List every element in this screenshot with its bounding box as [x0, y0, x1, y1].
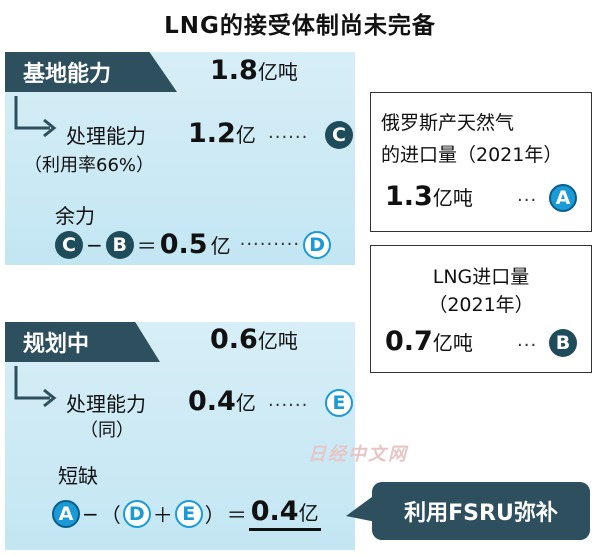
- fsru-callout: 利用FSRU弥补: [372, 482, 590, 540]
- chart-title: LNG的接受体制尚未完备: [164, 13, 436, 39]
- shortage-marker-e: E: [174, 499, 203, 528]
- lng-import-title-2: （2021年）: [428, 294, 534, 316]
- shortage-marker-d: D: [122, 499, 151, 528]
- shortage-plus: ＋: [152, 503, 173, 527]
- shortage-open-paren: （: [100, 503, 121, 527]
- shortage-close-paren: ）: [204, 503, 225, 527]
- base-processing-note: （利用率66%）: [24, 155, 155, 176]
- marker-a: A: [549, 184, 577, 212]
- planned-processing-dots: ······: [268, 395, 309, 416]
- shortage-unit: 亿: [298, 501, 319, 525]
- base-processing-label: 处理能力: [66, 124, 146, 148]
- russia-import-value: 1.3: [385, 181, 433, 212]
- planned-capacity-unit: 亿吨: [257, 329, 298, 353]
- planned-processing-value: 0.4: [188, 386, 236, 417]
- lng-import-amount: 0.7亿吨: [385, 326, 473, 357]
- russia-import-title-2: 的进口量（2021年）: [381, 144, 563, 166]
- surplus-value: 0.5: [159, 229, 208, 260]
- russia-import-box: 俄罗斯产天然气 的进口量（2021年） 1.3亿吨 ··· A: [370, 92, 592, 232]
- russia-import-title-1: 俄罗斯产天然气: [381, 112, 515, 134]
- base-capacity-header: 基地能力: [5, 52, 177, 92]
- lng-import-value: 0.7: [385, 326, 433, 357]
- watermark: 日经中文网: [308, 444, 408, 465]
- shortage-label: 短缺: [58, 464, 98, 488]
- surplus-dots: ·········: [239, 234, 301, 255]
- lng-import-dots: ···: [517, 335, 538, 356]
- lng-import-box: LNG进口量 （2021年） 0.7亿吨 ··· B: [370, 245, 592, 373]
- marker-c: C: [325, 121, 353, 149]
- base-capacity-unit: 亿吨: [257, 60, 298, 84]
- surplus-equals: ＝: [136, 234, 157, 258]
- russia-import-amount: 1.3亿吨: [385, 181, 473, 212]
- connector-arrow-icon: [14, 366, 57, 408]
- base-processing-value: 1.2: [188, 118, 236, 149]
- planned-processing-label: 处理能力: [66, 392, 146, 416]
- lng-import-title-1: LNG进口量: [432, 266, 530, 288]
- base-capacity-value: 1.8: [210, 55, 258, 86]
- planned-header: 规划中: [5, 322, 160, 362]
- shortage-equals: ＝: [226, 503, 247, 527]
- base-capacity-total: 1.8亿吨: [210, 55, 298, 86]
- surplus-unit: 亿: [210, 234, 231, 258]
- planned-capacity-value: 0.6: [210, 324, 258, 355]
- marker-b: B: [549, 329, 577, 357]
- shortage-marker-a: A: [52, 499, 80, 528]
- planned-processing-unit: 亿: [235, 391, 256, 415]
- surplus-marker-c: C: [55, 230, 83, 259]
- russia-import-dots: ···: [517, 190, 538, 211]
- base-processing-amount: 1.2亿: [188, 118, 256, 149]
- callout-pointer: [346, 494, 376, 522]
- surplus-marker-b: B: [105, 230, 134, 259]
- marker-d: D: [303, 230, 332, 259]
- surplus-formula: C − B ＝ 0.5 亿 ········· D: [55, 229, 332, 260]
- shortage-result: 0.4亿: [248, 496, 321, 531]
- planned-processing-amount: 0.4亿: [188, 386, 256, 417]
- shortage-formula: A − （ D ＋ E ） ＝ 0.4亿: [52, 496, 321, 531]
- base-processing-dots: ······: [268, 127, 309, 148]
- connector-arrow-icon: [14, 96, 57, 138]
- base-processing-unit: 亿: [235, 123, 256, 147]
- planned-capacity-total: 0.6亿吨: [210, 324, 298, 355]
- planned-processing-note: （同）: [80, 420, 134, 441]
- shortage-value: 0.4: [250, 496, 299, 527]
- shortage-minus: −: [82, 501, 99, 526]
- russia-import-unit: 亿吨: [432, 186, 473, 210]
- lng-import-unit: 亿吨: [432, 331, 473, 355]
- surplus-minus: −: [86, 232, 103, 257]
- surplus-label: 余力: [55, 204, 95, 228]
- marker-e: E: [325, 389, 353, 417]
